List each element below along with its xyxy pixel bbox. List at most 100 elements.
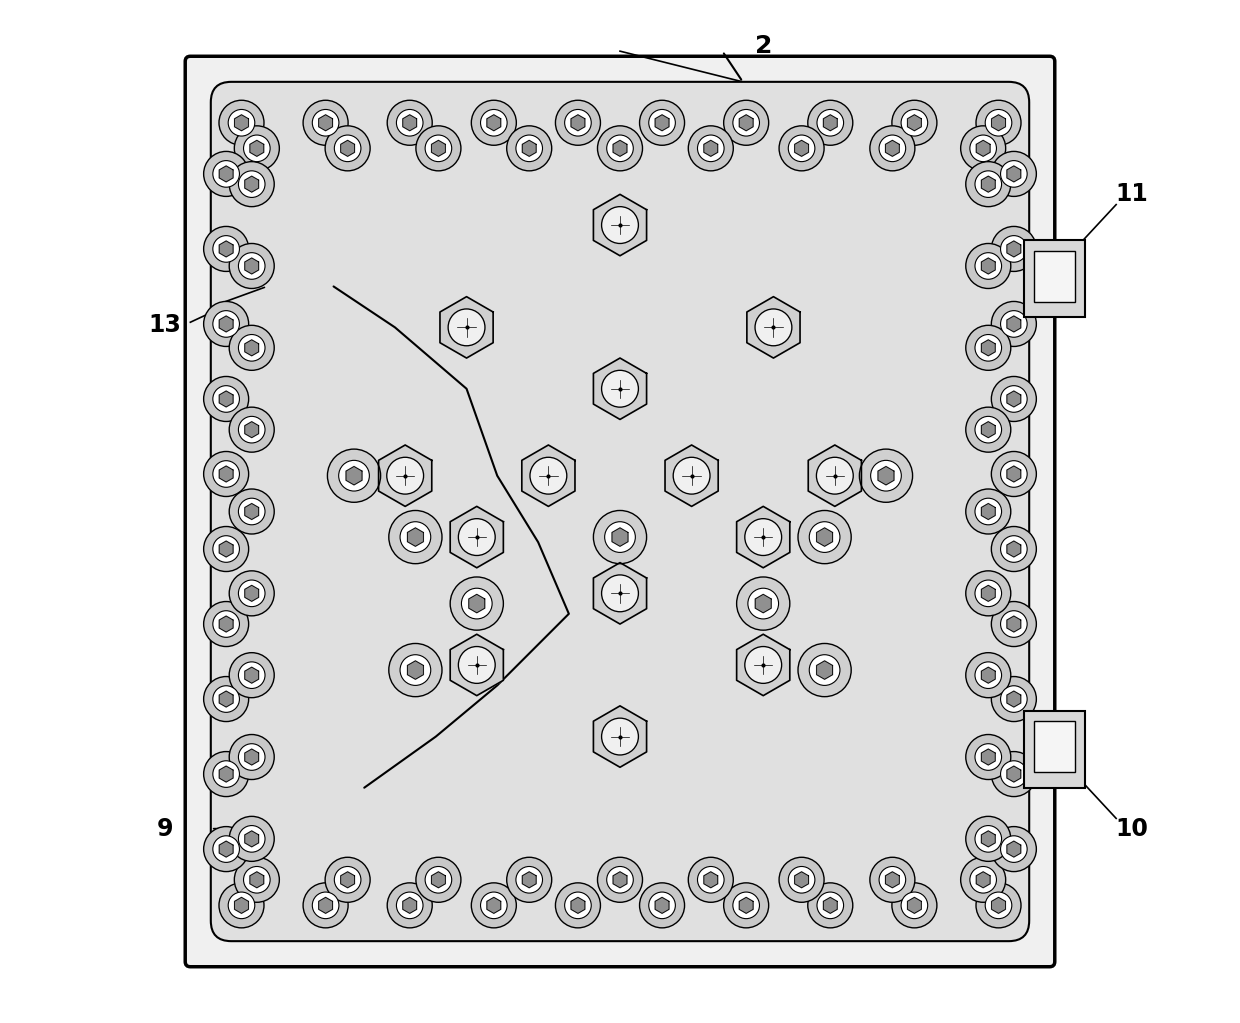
Polygon shape	[908, 115, 921, 131]
Circle shape	[879, 135, 905, 162]
Circle shape	[238, 662, 265, 688]
Polygon shape	[981, 503, 996, 520]
Circle shape	[507, 126, 552, 171]
Circle shape	[229, 735, 274, 780]
Polygon shape	[823, 897, 837, 914]
Circle shape	[415, 126, 461, 171]
Circle shape	[229, 816, 274, 861]
Circle shape	[986, 892, 1012, 919]
Polygon shape	[244, 258, 259, 274]
Circle shape	[594, 510, 646, 564]
Polygon shape	[234, 115, 248, 131]
Polygon shape	[878, 466, 894, 485]
Polygon shape	[1007, 316, 1021, 331]
Circle shape	[991, 151, 1037, 196]
Circle shape	[325, 857, 370, 902]
Circle shape	[461, 588, 492, 619]
Circle shape	[733, 109, 759, 136]
Text: 9: 9	[156, 816, 174, 841]
Circle shape	[339, 460, 370, 491]
Circle shape	[238, 580, 265, 607]
Polygon shape	[992, 897, 1006, 914]
Circle shape	[303, 100, 348, 145]
Circle shape	[507, 857, 552, 902]
Circle shape	[779, 126, 825, 171]
Circle shape	[203, 827, 249, 872]
Circle shape	[1001, 836, 1027, 862]
Polygon shape	[219, 541, 233, 557]
Circle shape	[556, 883, 600, 928]
Circle shape	[810, 655, 839, 685]
Polygon shape	[1007, 841, 1021, 857]
Polygon shape	[795, 140, 808, 157]
Polygon shape	[981, 831, 996, 847]
Circle shape	[238, 416, 265, 443]
Polygon shape	[440, 297, 494, 358]
Polygon shape	[655, 115, 668, 131]
Polygon shape	[981, 667, 996, 683]
Polygon shape	[739, 897, 753, 914]
Circle shape	[229, 571, 274, 616]
Circle shape	[966, 489, 1011, 534]
Polygon shape	[1007, 166, 1021, 182]
Circle shape	[688, 126, 733, 171]
Polygon shape	[244, 421, 259, 438]
Circle shape	[799, 643, 851, 697]
Polygon shape	[1007, 391, 1021, 407]
Circle shape	[789, 135, 815, 162]
Circle shape	[859, 449, 913, 502]
Polygon shape	[244, 831, 259, 847]
Text: 10: 10	[1115, 816, 1148, 841]
Circle shape	[966, 735, 1011, 780]
Circle shape	[870, 857, 915, 902]
Circle shape	[870, 126, 915, 171]
Circle shape	[213, 536, 239, 563]
Polygon shape	[737, 634, 790, 696]
Circle shape	[991, 451, 1037, 496]
Circle shape	[1001, 386, 1027, 412]
Circle shape	[312, 892, 339, 919]
Circle shape	[976, 883, 1021, 928]
Circle shape	[387, 883, 433, 928]
Circle shape	[1001, 460, 1027, 487]
Circle shape	[901, 109, 928, 136]
Circle shape	[229, 243, 274, 288]
Circle shape	[975, 253, 1002, 279]
Polygon shape	[450, 634, 503, 696]
Polygon shape	[450, 506, 503, 568]
Polygon shape	[244, 176, 259, 192]
Circle shape	[991, 302, 1037, 347]
Circle shape	[1001, 761, 1027, 788]
Circle shape	[234, 857, 279, 902]
Circle shape	[966, 243, 1011, 288]
Circle shape	[817, 109, 843, 136]
Polygon shape	[219, 316, 233, 331]
Polygon shape	[522, 872, 536, 888]
Polygon shape	[487, 115, 501, 131]
Circle shape	[229, 653, 274, 698]
Circle shape	[238, 253, 265, 279]
FancyBboxPatch shape	[185, 56, 1055, 967]
Circle shape	[203, 151, 249, 196]
Circle shape	[816, 457, 853, 494]
Circle shape	[976, 100, 1021, 145]
Circle shape	[389, 510, 441, 564]
Polygon shape	[981, 421, 996, 438]
Circle shape	[870, 460, 901, 491]
Circle shape	[688, 857, 733, 902]
Polygon shape	[746, 297, 800, 358]
Circle shape	[601, 575, 639, 612]
Polygon shape	[795, 872, 808, 888]
Circle shape	[697, 866, 724, 893]
Polygon shape	[487, 897, 501, 914]
Circle shape	[425, 135, 451, 162]
Polygon shape	[755, 594, 771, 613]
Circle shape	[966, 816, 1011, 861]
Text: 13: 13	[149, 313, 181, 338]
Circle shape	[312, 109, 339, 136]
Polygon shape	[522, 140, 536, 157]
Circle shape	[601, 370, 639, 407]
Circle shape	[598, 857, 642, 902]
Circle shape	[397, 109, 423, 136]
Circle shape	[970, 135, 997, 162]
